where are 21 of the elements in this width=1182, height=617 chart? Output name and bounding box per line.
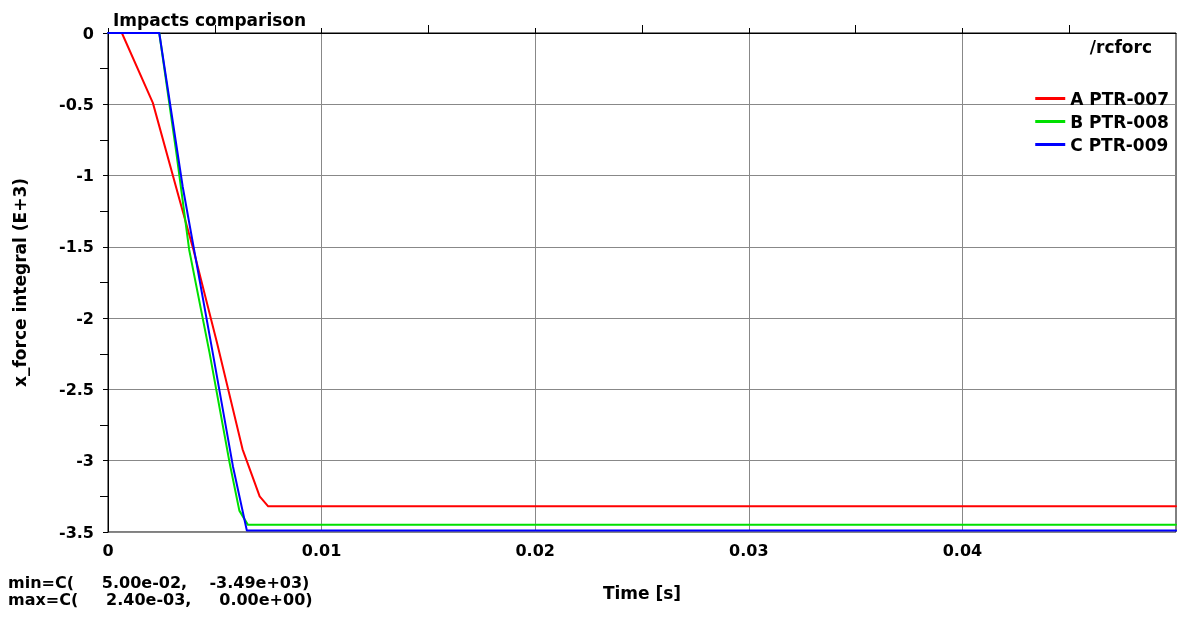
y-tick-label: -2.5 xyxy=(59,379,94,399)
y-tick-label: -3.5 xyxy=(59,522,94,542)
y-tick-label: -3 xyxy=(76,451,94,471)
y-axis-title: x_force integral (E+3) xyxy=(9,177,30,388)
x-tick-label: 0.03 xyxy=(729,540,769,560)
legend-label: C PTR-009 xyxy=(1070,134,1169,155)
y-tick-label: -0.5 xyxy=(59,94,94,114)
legend-label: B PTR-008 xyxy=(1070,111,1169,132)
y-tick-label: -1.5 xyxy=(59,237,94,257)
y-tick-label: 0 xyxy=(82,23,94,43)
x-tick-label: 0.02 xyxy=(515,540,555,560)
x-tick-label: 0.01 xyxy=(301,540,342,560)
chart-title: Impacts comparison xyxy=(113,9,307,30)
legend-title: /rcforc xyxy=(1089,36,1153,57)
text: min=C( 5.00e-02, -3.49e+03) xyxy=(8,572,310,592)
y-tick-label: -1 xyxy=(76,166,94,186)
legend-label: A PTR-007 xyxy=(1070,88,1169,109)
y-tick-label: -2 xyxy=(76,308,94,328)
x-tick-label: 0 xyxy=(102,540,114,560)
x-axis-title: Time [s] xyxy=(602,582,682,603)
x-tick-label: 0.04 xyxy=(942,540,983,560)
